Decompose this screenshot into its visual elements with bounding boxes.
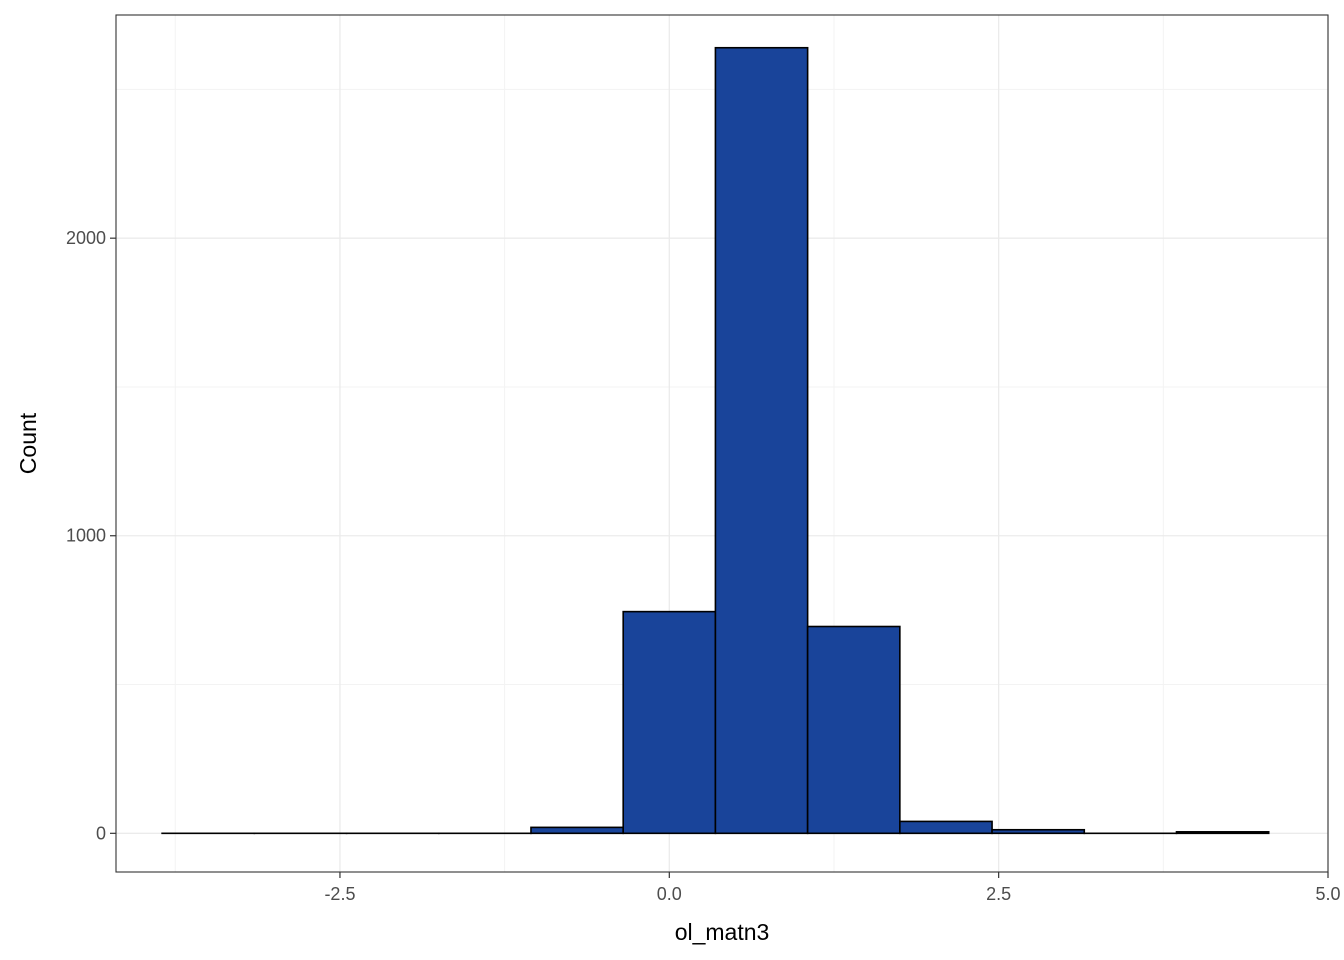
y-axis-title: Count bbox=[15, 412, 41, 474]
x-axis-title: ol_matn3 bbox=[675, 919, 770, 945]
histogram-bar bbox=[991, 828, 1086, 835]
histogram-bars bbox=[161, 46, 1270, 835]
x-axis-ticks: -2.5 0.0 2.5 5.0 bbox=[324, 872, 1341, 904]
histogram-bar bbox=[622, 610, 717, 835]
histogram-bar bbox=[714, 46, 809, 835]
histogram-bar bbox=[530, 826, 624, 835]
histogram-bar bbox=[1175, 831, 1270, 835]
y-tick-label: 2000 bbox=[66, 228, 106, 248]
x-tick-label: 5.0 bbox=[1315, 884, 1340, 904]
histogram-bar bbox=[899, 820, 993, 835]
x-tick-label: -2.5 bbox=[324, 884, 355, 904]
y-tick-label: 0 bbox=[96, 823, 106, 843]
x-tick-label: 2.5 bbox=[986, 884, 1011, 904]
histogram-bar bbox=[806, 625, 901, 835]
panel-border bbox=[115, 14, 1329, 873]
y-tick-label: 1000 bbox=[66, 526, 106, 546]
y-axis-ticks: 0 1000 2000 bbox=[66, 228, 116, 843]
x-tick-label: 0.0 bbox=[657, 884, 682, 904]
